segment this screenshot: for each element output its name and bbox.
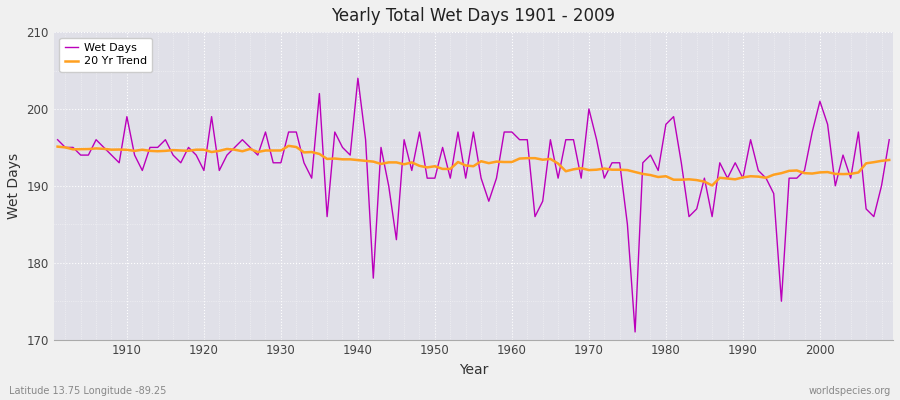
20 Yr Trend [607, 167, 617, 172]
Wet Days [52, 137, 63, 142]
20 Yr Trend [52, 144, 63, 149]
Wet Days [507, 130, 517, 134]
20 Yr Trend [338, 157, 348, 162]
Wet Days [329, 130, 340, 134]
Wet Days [284, 130, 294, 134]
Line: Wet Days: Wet Days [58, 78, 889, 332]
20 Yr Trend [514, 156, 525, 161]
Wet Days [514, 137, 525, 142]
Wet Days [113, 160, 124, 165]
20 Yr Trend [507, 160, 517, 164]
Line: 20 Yr Trend: 20 Yr Trend [58, 146, 889, 186]
Text: Latitude 13.75 Longitude -89.25: Latitude 13.75 Longitude -89.25 [9, 386, 166, 396]
Wet Days [884, 137, 895, 142]
Title: Yearly Total Wet Days 1901 - 2009: Yearly Total Wet Days 1901 - 2009 [331, 7, 616, 25]
20 Yr Trend [284, 144, 294, 148]
Wet Days [607, 160, 617, 165]
20 Yr Trend [291, 145, 302, 150]
Wet Days [630, 330, 641, 334]
Y-axis label: Wet Days: Wet Days [7, 153, 21, 219]
20 Yr Trend [706, 183, 717, 188]
20 Yr Trend [884, 158, 895, 162]
Legend: Wet Days, 20 Yr Trend: Wet Days, 20 Yr Trend [59, 38, 152, 72]
20 Yr Trend [113, 147, 124, 152]
X-axis label: Year: Year [459, 363, 488, 377]
Text: worldspecies.org: worldspecies.org [809, 386, 891, 396]
Wet Days [353, 76, 364, 80]
